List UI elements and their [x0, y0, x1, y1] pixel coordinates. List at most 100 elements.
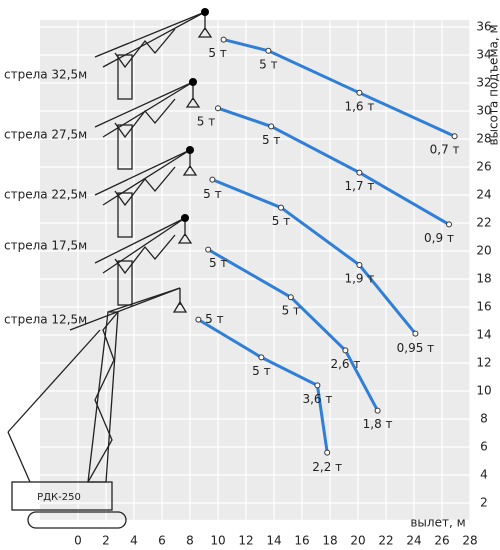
hook [185, 96, 201, 108]
data-point [324, 449, 331, 456]
crane-drawing [7, 8, 213, 529]
boom-lattice [114, 166, 176, 207]
x-tick-label: 12 [238, 534, 253, 548]
boom [102, 217, 186, 274]
data-label: 5 т [282, 304, 300, 318]
x-tick-label: 14 [266, 534, 281, 548]
data-label: 1,6 т [344, 99, 374, 113]
y-tick-label: 34 [476, 48, 491, 62]
mast [117, 260, 133, 306]
data-label: 1,7 т [344, 179, 374, 193]
y-tick-label: 32 [476, 76, 491, 90]
data-label: 2,6 т [330, 357, 360, 371]
data-label: 5 т [272, 214, 290, 228]
y-tick-label: 28 [476, 132, 491, 146]
plot-area [40, 20, 471, 520]
boom [94, 81, 194, 128]
x-tick-label: 20 [350, 534, 365, 548]
data-label: 3,6 т [302, 392, 332, 406]
y-tick-label: 30 [476, 104, 491, 118]
x-tick-label: 8 [186, 534, 194, 548]
data-label: 5 т [208, 46, 226, 60]
x-tick-label: 4 [130, 534, 138, 548]
y-tick-label: 4 [480, 468, 488, 482]
x-tick-label: 26 [434, 534, 449, 548]
hook [177, 232, 193, 244]
y-tick-label: 18 [476, 272, 491, 286]
x-tick-label: 18 [322, 534, 337, 548]
data-point [374, 407, 381, 414]
data-point [205, 246, 212, 253]
x-tick-label: 16 [294, 534, 309, 548]
boom [94, 217, 186, 264]
data-point [342, 347, 349, 354]
series-name: стрела 22,5м [4, 188, 87, 202]
crane-stay [7, 329, 101, 433]
data-point [356, 169, 363, 176]
data-point [268, 123, 275, 130]
x-tick-label: 28 [462, 534, 477, 548]
hook [197, 26, 213, 38]
boom-head [189, 78, 197, 86]
series-line [211, 178, 417, 335]
y-tick-label: 8 [480, 412, 488, 426]
data-point [195, 316, 202, 323]
data-point [278, 204, 284, 211]
data-point [356, 89, 363, 96]
data-label: 5 т [259, 57, 277, 71]
data-label: 0,95 т [397, 341, 435, 355]
data-point [220, 36, 227, 43]
series-line [207, 248, 379, 412]
plot-background [40, 20, 470, 520]
y-tick-label: 6 [480, 440, 488, 454]
data-point [265, 47, 272, 54]
y-tick-label: 2 [480, 496, 488, 510]
boom-head [186, 146, 194, 154]
data-point [314, 382, 321, 389]
data-label: 5 т [197, 115, 215, 129]
data-point [287, 294, 294, 301]
data-label: 5 т [203, 187, 221, 201]
boom-lattice [114, 98, 176, 139]
boom-head [201, 8, 209, 16]
y-tick-label: 12 [476, 356, 491, 370]
y-axis-title: высота подъема, м [487, 24, 500, 145]
series-name: стрела 12,5м [4, 313, 87, 327]
mast [117, 192, 133, 238]
x-tick-label: 22 [378, 534, 393, 548]
crane-hook [172, 300, 188, 313]
data-point [446, 221, 452, 228]
y-tick-label: 20 [476, 244, 491, 258]
data-point [215, 105, 221, 112]
y-tick-label: 26 [476, 160, 491, 174]
y-tick-label: 16 [476, 300, 491, 314]
series-name: стрела 27,5м [4, 128, 87, 142]
boom-lattice [114, 234, 176, 275]
y-tick-label: 24 [476, 188, 491, 202]
data-point [451, 133, 458, 140]
data-label: 2,2 т [312, 460, 342, 474]
y-tick-label: 36 [476, 20, 491, 34]
mast [117, 124, 133, 170]
data-label: 5 т [209, 256, 227, 270]
data-point [209, 176, 216, 183]
x-axis-title: вылет, м [410, 516, 465, 530]
data-point [356, 262, 363, 268]
data-point [258, 354, 265, 361]
series-line [197, 318, 329, 453]
data-label: 1,8 т [363, 417, 393, 431]
data-label: 0,9 т [424, 231, 454, 245]
data-label: 5 т [205, 312, 223, 326]
crane-strut [7, 431, 31, 483]
boom [94, 11, 206, 58]
boom-lattice [114, 28, 176, 69]
x-tick-label: 24 [406, 534, 421, 548]
data-point [412, 330, 419, 337]
series-name: стрела 32,5м [4, 68, 87, 82]
data-label: 5 т [252, 364, 270, 378]
y-tick-label: 14 [476, 328, 491, 342]
mast [117, 54, 133, 100]
data-label: 5 т [262, 133, 280, 147]
x-tick-label: 6 [158, 534, 166, 548]
